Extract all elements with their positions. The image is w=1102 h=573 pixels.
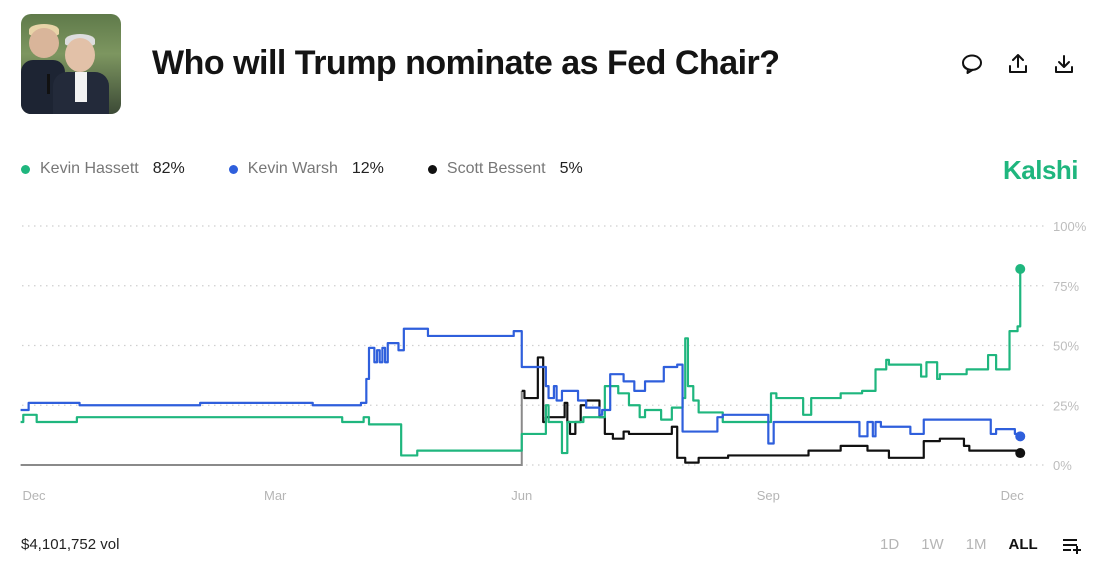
legend-value: 12%: [351, 160, 384, 177]
series-end-point-kevin-hassett: [1015, 264, 1026, 275]
y-tick-label: 75%: [1053, 279, 1079, 294]
x-tick-label: Dec: [22, 488, 46, 503]
series-line-kevin-hassett: [20, 269, 1022, 457]
legend-item-hassett[interactable]: Kevin Hassett 82%: [21, 160, 185, 178]
series-end-point-kevin-warsh: [1015, 431, 1026, 442]
download-icon[interactable]: [1052, 52, 1076, 76]
series-line-bessent-inactive: [20, 390, 523, 466]
y-tick-label: 0%: [1053, 458, 1072, 473]
series-dot-icon: [21, 164, 30, 174]
range-all-button[interactable]: ALL: [1008, 536, 1038, 553]
y-tick-label: 50%: [1053, 339, 1079, 354]
legend-value: 82%: [152, 160, 185, 177]
x-tick-label: Dec: [1001, 488, 1025, 503]
range-1w-button[interactable]: 1W: [921, 536, 944, 553]
comment-icon[interactable]: [960, 52, 984, 76]
legend-name: Kevin Warsh: [247, 160, 338, 177]
share-icon[interactable]: [1006, 52, 1030, 76]
legend-value: 5%: [559, 160, 583, 177]
series-dot-icon: [228, 164, 238, 174]
market-image: [21, 14, 121, 114]
series-end-point-scott-bessent: [1015, 448, 1026, 459]
add-to-list-icon[interactable]: [1062, 537, 1084, 555]
x-tick-label: Jun: [511, 488, 532, 503]
series-line-kevin-warsh: [20, 327, 1022, 445]
y-tick-label: 25%: [1053, 398, 1079, 413]
legend-name: Kevin Hassett: [40, 160, 139, 177]
range-selector: 1D 1W 1M ALL: [880, 536, 1060, 553]
kalshi-logo: Kalshi: [1003, 155, 1079, 185]
legend: Kevin Hassett 82% Kevin Warsh 12% Scott …: [21, 160, 627, 178]
legend-item-bessent[interactable]: Scott Bessent 5%: [427, 160, 583, 178]
legend-name: Scott Bessent: [446, 160, 546, 177]
x-tick-label: Sep: [757, 488, 780, 503]
range-1d-button[interactable]: 1D: [880, 536, 900, 553]
y-tick-label: 100%: [1053, 219, 1087, 234]
series-dot-icon: [427, 164, 437, 174]
series-line-scott-bessent: [521, 356, 1022, 464]
page-title: Who will Trump nominate as Fed Chair?: [152, 44, 780, 82]
x-tick-label: Mar: [264, 488, 287, 503]
volume-label: $4,101,752 vol: [21, 536, 120, 553]
range-1m-button[interactable]: 1M: [965, 536, 987, 553]
legend-item-warsh[interactable]: Kevin Warsh 12%: [228, 160, 384, 178]
